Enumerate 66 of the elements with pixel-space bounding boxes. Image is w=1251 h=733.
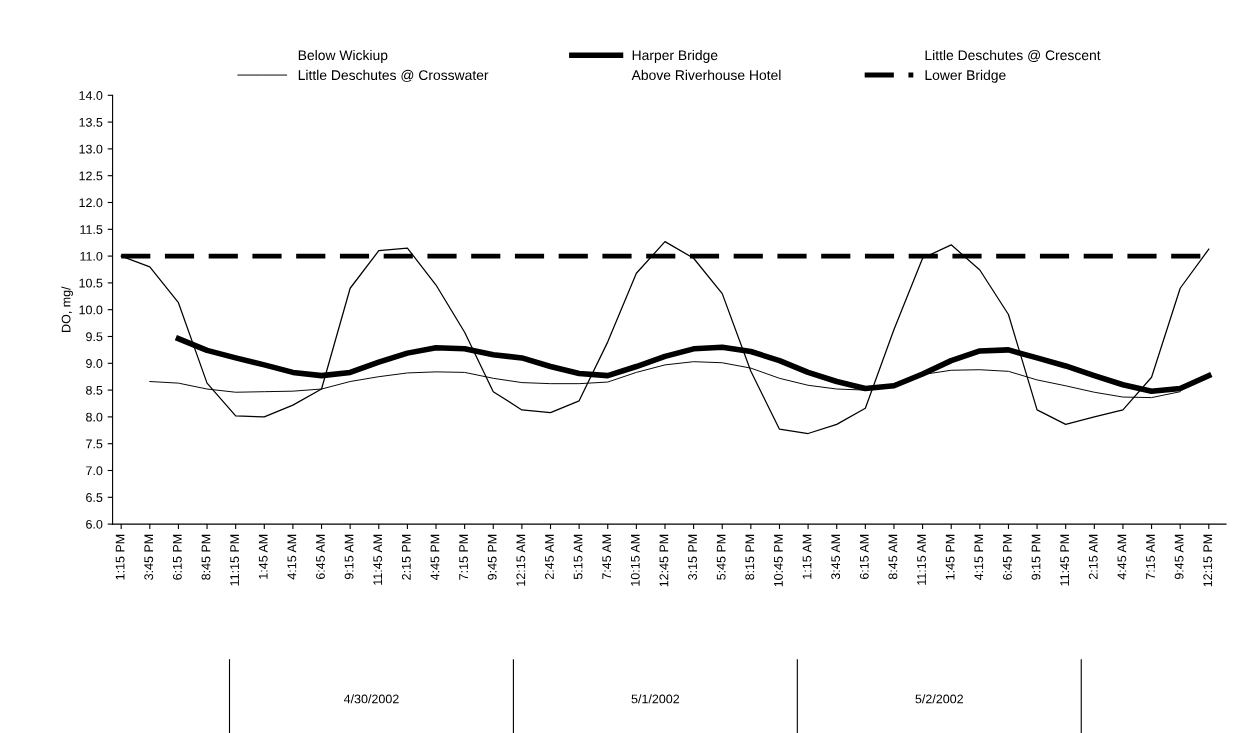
x-tick-label: 9:15 AM	[344, 534, 354, 580]
x-tick-label: 5:45 PM	[716, 534, 726, 580]
y-tick-label: 12.0	[79, 198, 103, 208]
y-tick-label: 10.0	[79, 305, 103, 315]
y-tick-label: 9.5	[86, 332, 103, 342]
text: Above Riverhouse Hotel	[631, 69, 781, 81]
x-tick-label: 1:45 AM	[258, 534, 268, 579]
x-tick-label: 3:45 AM	[831, 534, 841, 580]
y-tick-label: 13.0	[79, 144, 103, 154]
x-tick-label: 1:15 PM	[115, 534, 125, 580]
y-axis-title: DO, mg/	[61, 286, 73, 332]
x-tick-label: 5:15 AM	[573, 534, 583, 580]
text: Below Wickiup	[298, 49, 388, 63]
x-tick-label: 7:15 PM	[459, 534, 468, 580]
x-tick-label: 11:15 PM	[230, 534, 240, 586]
x-tick-label: 7:15 AM	[1146, 534, 1155, 580]
x-tick-label: 9:45 PM	[487, 534, 497, 580]
text: 5/2/2002	[915, 694, 963, 704]
x-tick-label: 1:15 AM	[802, 534, 812, 579]
y-tick-label: 12.5	[79, 171, 103, 181]
x-tick-label: 1:45 PM	[945, 534, 955, 580]
legend-label: Lower Bridge	[925, 69, 1006, 83]
legend-label: Harper Bridge	[632, 49, 718, 63]
x-tick-label: 6:45 PM	[1002, 534, 1012, 580]
y-tick-label: 6.0	[86, 519, 103, 529]
y-tick-label: 13.5	[79, 117, 103, 127]
x-tick-label: 9:45 AM	[1174, 534, 1184, 580]
text: 4/30/2002	[343, 694, 399, 704]
y-tick-label: 11.0	[80, 251, 103, 261]
x-tick-label: 12:15 AM	[516, 534, 526, 586]
x-tick-label: 11:45 AM	[373, 534, 383, 585]
y-tick-label: 7.5	[86, 439, 103, 449]
text: Little Deschutes @ Crescent	[925, 49, 1101, 62]
x-tick-label: 10:45 PM	[773, 534, 783, 587]
y-tick-label: 8.5	[86, 385, 103, 395]
y-tick-label: 14.0	[79, 91, 103, 100]
x-tick-label: 12:15 PM	[1203, 534, 1213, 587]
x-tick-label: 4:45 PM	[430, 534, 440, 581]
y-tick-label: 9.0	[86, 359, 103, 368]
x-tick-label: 11:15 AM	[917, 534, 926, 585]
x-tick-label: 2:15 PM	[401, 534, 411, 580]
x-tick-label: 11:45 PM	[1060, 534, 1070, 586]
x-tick-label: 2:15 AM	[1088, 534, 1098, 580]
x-tick-label: 8:45 AM	[888, 534, 898, 580]
x-tick-label: 9:15 PM	[1031, 534, 1041, 580]
x-tick-label: 4:45 AM	[1117, 534, 1127, 580]
x-tick-label: 3:45 PM	[144, 534, 154, 580]
x-tick-label: 8:45 PM	[201, 534, 211, 580]
legend-label: Little Deschutes @ Crosswater	[298, 69, 489, 82]
x-tick-label: 3:15 PM	[688, 534, 697, 580]
x-tick-label: 4:15 PM	[974, 534, 984, 581]
y-tick-label: 8.0	[86, 412, 103, 422]
y-tick-label: 10.5	[79, 278, 103, 288]
y-tick-label: 6.5	[86, 493, 103, 502]
x-tick-label: 6:15 AM	[859, 534, 869, 580]
text: 5/1/2002	[631, 694, 680, 704]
y-tick-label: 7.0	[86, 466, 103, 476]
x-tick-label: 2:45 AM	[545, 534, 554, 580]
x-tick-label: 6:45 AM	[316, 534, 325, 580]
x-tick-label: 6:15 PM	[172, 534, 182, 580]
x-tick-label: 7:45 AM	[602, 534, 612, 580]
x-tick-label: 4:15 AM	[287, 534, 297, 580]
x-tick-label: 12:45 PM	[659, 534, 669, 587]
y-tick-label: 11.5	[80, 225, 103, 234]
x-tick-label: 10:15 AM	[630, 534, 640, 586]
x-tick-label: 8:15 PM	[745, 534, 755, 580]
